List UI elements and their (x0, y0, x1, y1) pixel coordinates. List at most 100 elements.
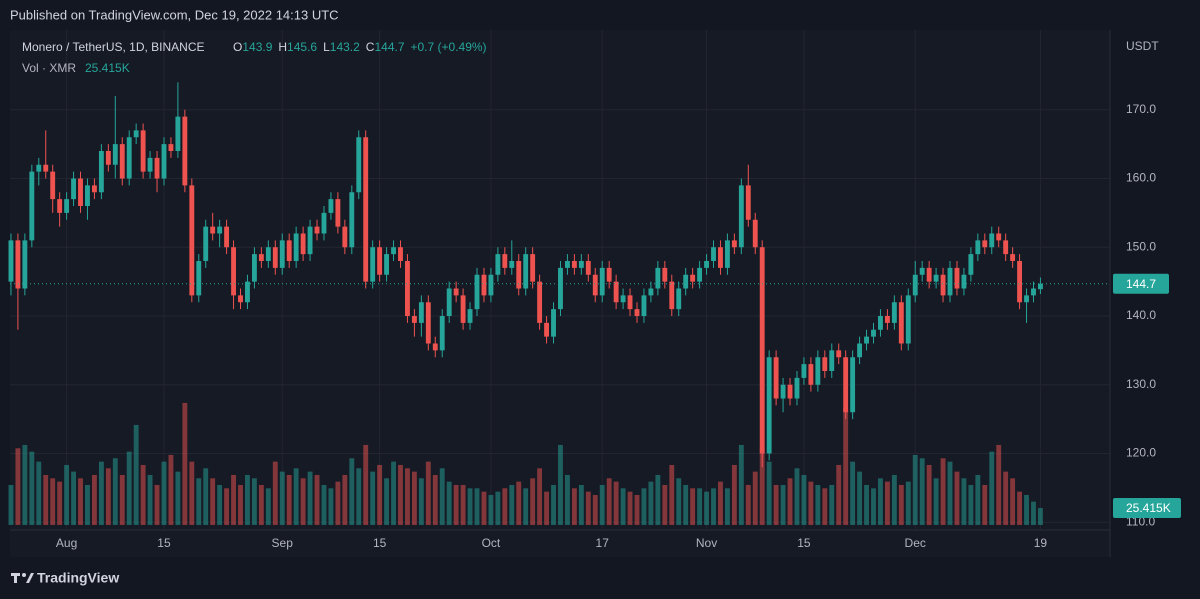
candle-body (91, 185, 97, 193)
volume-legend-value: 25.415K (85, 61, 130, 75)
candle-body (690, 274, 696, 282)
candle-body (203, 226, 209, 261)
candle-body (745, 185, 751, 220)
volume-bar (474, 488, 480, 525)
candle-body (787, 384, 793, 399)
candle-body (286, 240, 292, 261)
volume-bar (245, 474, 250, 525)
candle-body (502, 254, 508, 268)
volume-bar (690, 488, 696, 525)
candle-body (481, 274, 487, 296)
logo-part (14, 573, 17, 583)
volume-bar (398, 464, 403, 525)
volume-bar (857, 471, 863, 525)
volume-bar (912, 454, 918, 525)
volume-bar (961, 478, 967, 525)
candle-body (36, 164, 42, 172)
volume-bar (258, 484, 264, 525)
volume-bar (940, 458, 946, 525)
candle-body (857, 343, 863, 358)
volume-bar (787, 478, 793, 525)
candle-body (996, 233, 1002, 241)
volume-bar (759, 446, 765, 525)
volume-bar (453, 484, 459, 525)
candle-body (662, 267, 668, 282)
volume-bar (29, 451, 35, 525)
volume-bar (718, 481, 723, 525)
volume-bar (1010, 478, 1016, 525)
volume-bar (36, 461, 42, 525)
candle-body (363, 137, 369, 282)
candle-body (718, 247, 723, 268)
candle-body (898, 302, 904, 344)
volume-bar (648, 481, 654, 525)
candle-body (57, 199, 63, 213)
volume-bar (85, 484, 90, 525)
candle-body (293, 233, 299, 261)
candle-body (377, 247, 383, 275)
ohlc-value: 145.6 (287, 40, 317, 54)
candle-body (1038, 283, 1043, 290)
volume-bar (411, 471, 417, 525)
candle-body (620, 295, 626, 303)
volume-bar (745, 484, 751, 525)
volume-bar (175, 471, 181, 525)
volume-bar (210, 478, 216, 525)
volume-bar (780, 484, 786, 525)
volume-bar (801, 474, 807, 525)
volume-bar (71, 471, 76, 525)
candle-body (564, 261, 570, 268)
candle-body (314, 226, 320, 234)
candle-body (669, 281, 675, 310)
candle-body (829, 350, 835, 371)
candle-body (954, 267, 960, 289)
candle-body (537, 281, 543, 323)
volume-bar (627, 491, 633, 525)
volume-bar (599, 484, 605, 525)
candle-body (182, 116, 188, 186)
x-tick-label: Nov (696, 536, 717, 550)
ohlc-value: 143.2 (330, 40, 360, 54)
candle-body (119, 144, 125, 179)
candle-body (133, 130, 139, 138)
last-volume-tag (1113, 498, 1181, 519)
volume-bar (154, 484, 160, 525)
volume-bar (356, 468, 362, 525)
candle-body (231, 247, 236, 296)
volume-bar (606, 478, 612, 525)
candle-body (711, 247, 716, 261)
candle-body (989, 233, 995, 248)
candle-body (460, 295, 466, 323)
volume-bar (884, 481, 890, 525)
volume-bar (405, 468, 410, 525)
candle-body (446, 288, 452, 316)
volume-bar (933, 478, 939, 525)
candle-body (126, 137, 132, 179)
y-tick-label: 160.0 (1126, 171, 1156, 185)
volume-bar (516, 481, 522, 525)
candle-body (405, 261, 410, 316)
volume-bar (523, 488, 529, 525)
candle-body (272, 247, 278, 268)
candle-body (530, 254, 536, 282)
candle-body (98, 151, 104, 193)
candle-body (752, 219, 758, 248)
volume-bar (147, 474, 153, 525)
volume-bar (370, 471, 376, 525)
volume-bar (926, 464, 932, 525)
candle-body (64, 199, 70, 213)
volume-bar (724, 488, 730, 525)
volume-bar (919, 458, 925, 525)
volume-bar (119, 474, 125, 525)
x-tick-label: 15 (373, 536, 387, 550)
candle-body (1010, 254, 1016, 261)
candle-body (968, 254, 974, 275)
candle-body (251, 254, 257, 282)
candle-body (975, 240, 981, 255)
volume-bar (272, 461, 278, 525)
volume-bar (947, 461, 953, 525)
volume-bar (822, 488, 828, 525)
x-tick-label: 17 (596, 536, 610, 550)
candle-body (356, 137, 362, 193)
candle-body (488, 274, 494, 296)
